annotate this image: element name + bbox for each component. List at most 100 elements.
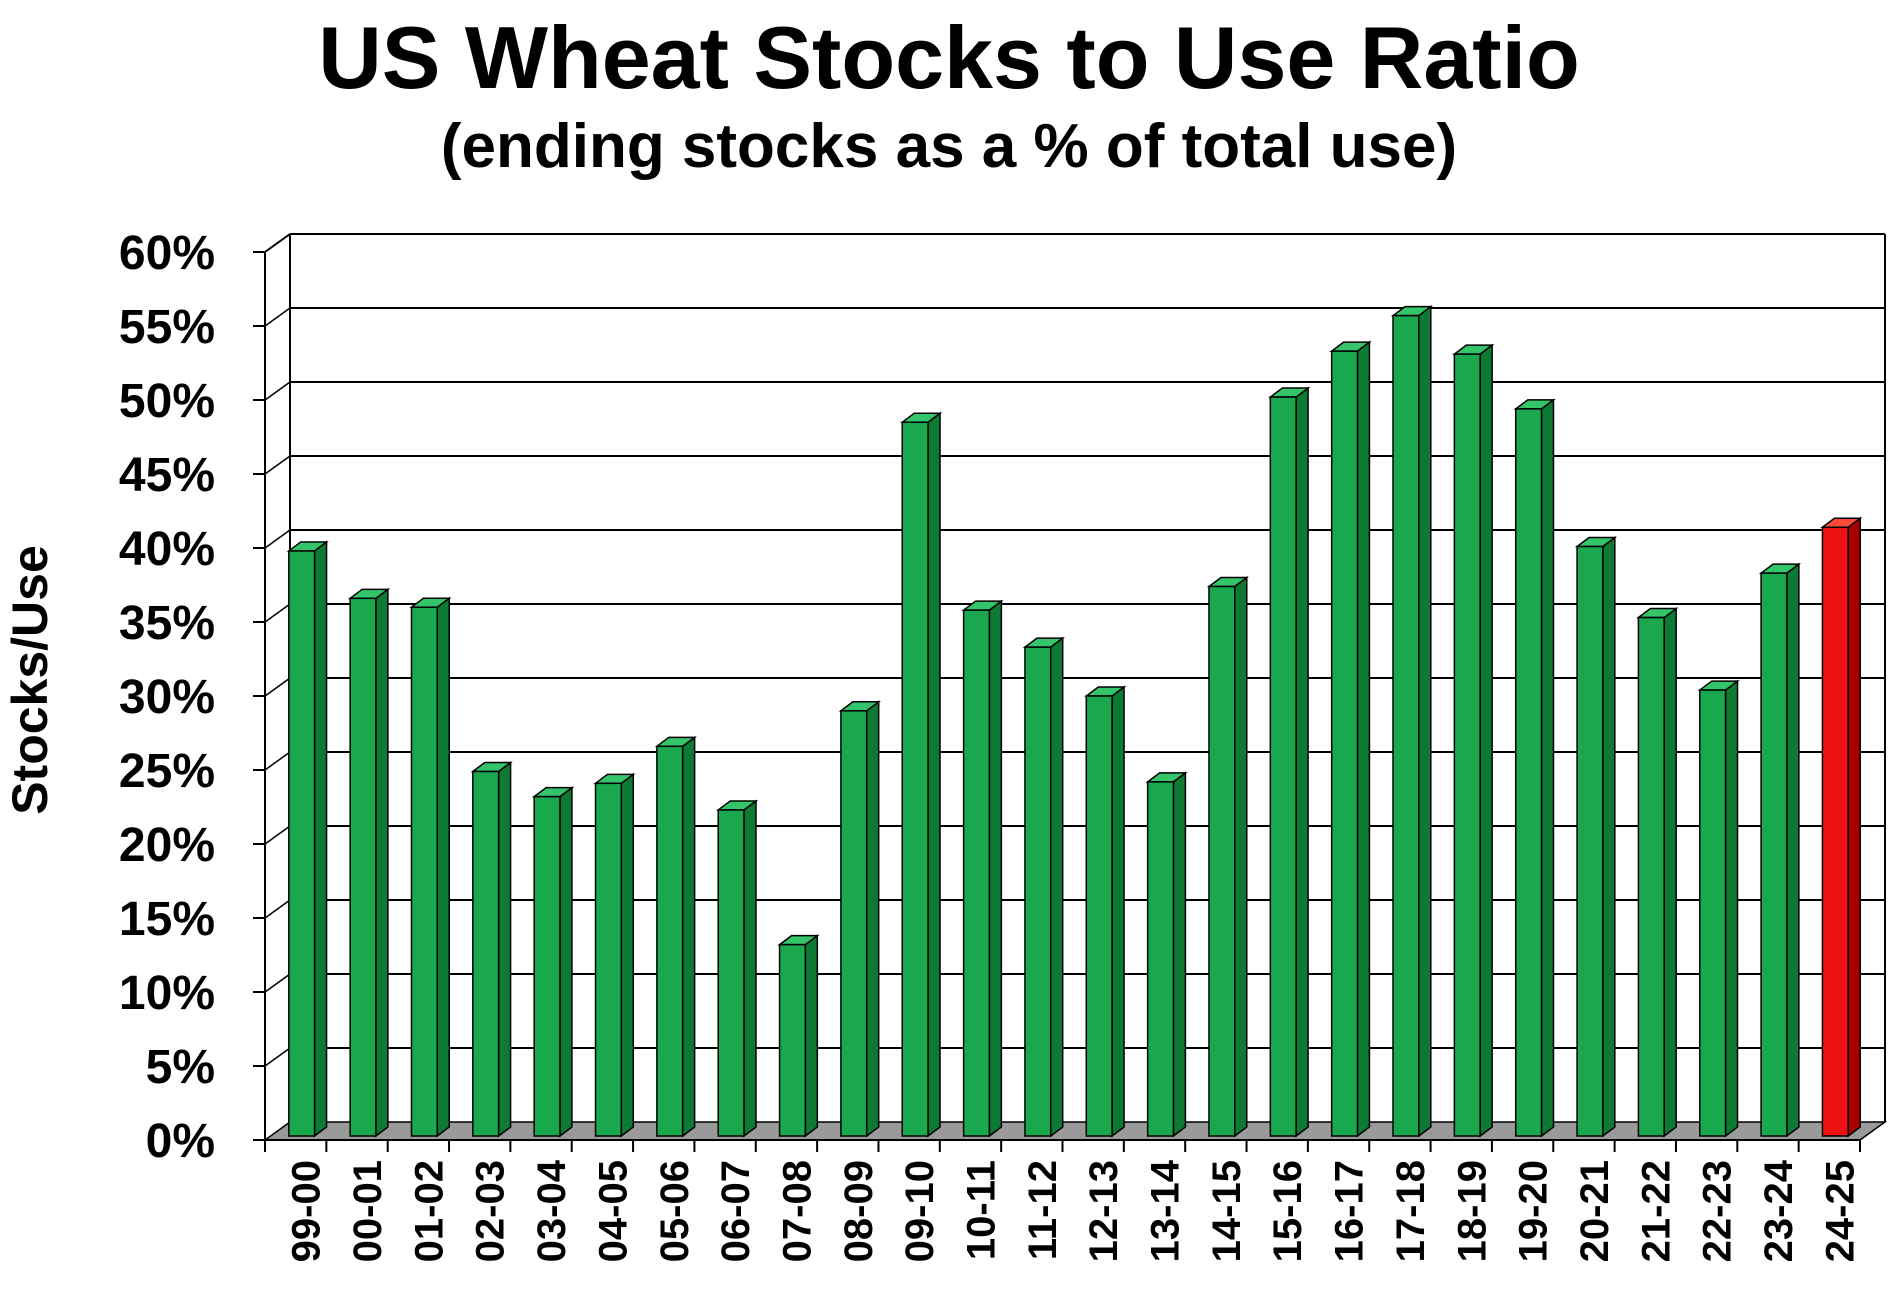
bar-side <box>375 587 389 1138</box>
bar <box>1206 575 1249 1138</box>
bars <box>286 305 1863 1138</box>
bar-side <box>988 599 1003 1138</box>
y-tick-label: 40% <box>119 523 215 576</box>
x-tick-label: 18-19 <box>1450 1160 1494 1262</box>
x-tick-label: 07-08 <box>775 1160 819 1262</box>
bar-front <box>1024 646 1052 1137</box>
bar <box>1758 562 1802 1138</box>
x-tick-label: 00-01 <box>346 1160 390 1262</box>
y-tick-label: 60% <box>119 227 215 280</box>
bar-side <box>1540 398 1555 1138</box>
chart-subtitle: (ending stocks as a % of total use) <box>440 112 1458 181</box>
bar-side <box>1233 575 1248 1138</box>
y-tick-label: 0% <box>146 1115 215 1168</box>
bar <box>777 934 820 1138</box>
bar-side <box>1418 305 1432 1138</box>
x-tick-label: 20-21 <box>1573 1160 1617 1262</box>
bar-side <box>559 786 573 1138</box>
x-tick-label: 05-06 <box>653 1160 697 1262</box>
y-tick-label: 5% <box>146 1041 215 1094</box>
bar-front <box>1576 545 1604 1137</box>
bar <box>654 735 697 1138</box>
x-tick-label: 99-00 <box>285 1160 329 1262</box>
bar <box>1636 607 1679 1138</box>
x-tick-label: 08-09 <box>837 1160 881 1262</box>
bar <box>1574 536 1618 1138</box>
bar-front <box>1514 408 1543 1137</box>
bar-front <box>1821 526 1849 1137</box>
bar-front <box>533 795 561 1137</box>
x-tick-label: 03-04 <box>530 1159 574 1262</box>
y-tick-label: 45% <box>119 449 215 502</box>
bar-front <box>1637 616 1665 1137</box>
bar-side <box>313 540 328 1138</box>
bar <box>409 596 452 1138</box>
bar <box>838 700 881 1138</box>
y-tick-label: 20% <box>119 819 215 872</box>
x-tick-label: 11-12 <box>1021 1160 1065 1260</box>
bar <box>286 540 329 1138</box>
x-tick-label: 04-05 <box>591 1160 635 1262</box>
gridline-side <box>264 899 291 919</box>
x-tick-label: 06-07 <box>714 1160 758 1262</box>
bar-front <box>1146 781 1175 1137</box>
bar-side <box>1295 386 1309 1138</box>
bar <box>470 760 513 1138</box>
gridline-side <box>264 529 291 549</box>
bar <box>1390 305 1434 1138</box>
bar <box>1697 679 1740 1138</box>
bar-side <box>1356 340 1371 1138</box>
y-tick-label: 55% <box>119 301 215 354</box>
y-tick-label: 30% <box>119 671 215 724</box>
bar-side <box>865 700 880 1138</box>
bar-side <box>804 934 819 1138</box>
gridline-side <box>264 381 291 401</box>
y-tick-label: 15% <box>119 893 215 946</box>
bar-front <box>717 809 745 1137</box>
bar <box>593 772 636 1138</box>
bar-side <box>497 760 512 1138</box>
x-tick-label: 01-02 <box>407 1160 451 1262</box>
y-tick-label: 25% <box>119 745 215 798</box>
x-tick-label: 12-13 <box>1082 1160 1126 1262</box>
bar-front <box>1760 572 1788 1137</box>
x-tick-label: 09-10 <box>898 1160 942 1262</box>
bar-front <box>1699 689 1727 1137</box>
y-tick-label: 35% <box>119 597 215 650</box>
bar <box>715 799 759 1138</box>
y-tick-label: 50% <box>119 375 215 428</box>
gridline-side <box>264 1047 291 1067</box>
bar-side <box>1786 562 1800 1138</box>
x-tick-label: 23-24 <box>1757 1159 1801 1262</box>
bar-side <box>1049 636 1064 1138</box>
bar-front <box>1330 350 1359 1137</box>
gridline-side <box>264 307 291 327</box>
x-tick-label: 17-18 <box>1389 1160 1433 1262</box>
bar <box>1329 340 1372 1138</box>
bar-front <box>288 550 316 1137</box>
x-tick-label: 10-11 <box>959 1160 1003 1260</box>
bar-side <box>1602 536 1616 1138</box>
gridline-side <box>264 455 291 475</box>
bar-front <box>410 606 438 1137</box>
bar-front <box>962 609 991 1137</box>
gridline-side <box>264 973 291 993</box>
bar-front <box>472 770 500 1137</box>
x-tick-labels: 99-00 00-01 01-02 02-03 03-04 04-05 05-06 06-07… <box>285 1159 1863 1262</box>
bar-front <box>840 710 868 1137</box>
y-tick-labels: 0% 5% 10% 15% 20% 25% 30% 35% 40% 45% 50% 55% 60% <box>119 227 215 1168</box>
bar-front <box>656 745 684 1137</box>
bar <box>347 587 391 1138</box>
bar <box>961 599 1004 1138</box>
bar <box>531 786 575 1138</box>
x-tick-label: 22-23 <box>1696 1160 1740 1262</box>
bar <box>1513 398 1556 1138</box>
bar <box>1145 771 1188 1138</box>
bar-front <box>1208 585 1236 1137</box>
x-tick-label: 21-22 <box>1634 1160 1678 1262</box>
x-tick-label: 15-16 <box>1266 1160 1310 1262</box>
bar-side <box>436 596 450 1138</box>
y-tick-label: 10% <box>119 967 215 1020</box>
bar-side <box>1111 685 1125 1138</box>
x-tick-label: 13-14 <box>1144 1159 1188 1262</box>
